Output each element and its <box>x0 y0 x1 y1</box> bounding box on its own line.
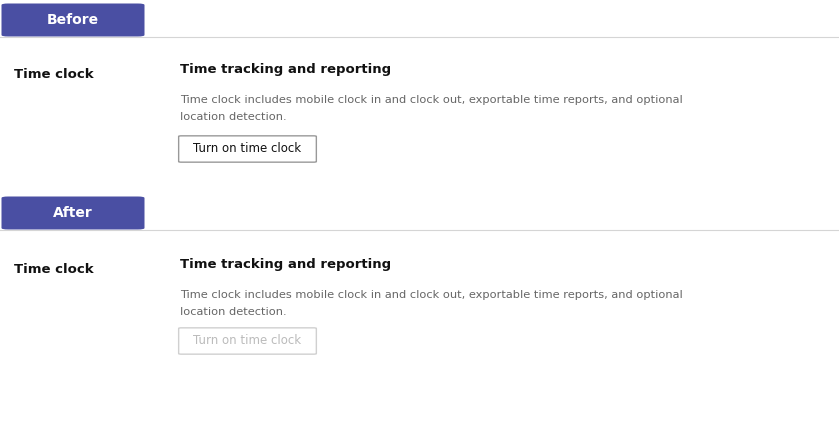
Text: location detection.: location detection. <box>180 307 287 317</box>
Text: After: After <box>53 206 93 220</box>
FancyBboxPatch shape <box>179 328 316 354</box>
Text: Before: Before <box>47 13 99 27</box>
FancyBboxPatch shape <box>2 197 144 230</box>
Text: Turn on time clock: Turn on time clock <box>194 143 301 156</box>
Text: Time clock includes mobile clock in and clock out, exportable time reports, and : Time clock includes mobile clock in and … <box>180 95 683 105</box>
Text: Time tracking and reporting: Time tracking and reporting <box>180 63 391 76</box>
Text: Time clock: Time clock <box>14 68 94 81</box>
Text: Turn on time clock: Turn on time clock <box>194 335 301 348</box>
Text: location detection.: location detection. <box>180 112 287 122</box>
Text: Time tracking and reporting: Time tracking and reporting <box>180 258 391 271</box>
Text: Time clock: Time clock <box>14 263 94 276</box>
FancyBboxPatch shape <box>179 136 316 162</box>
Text: Time clock includes mobile clock in and clock out, exportable time reports, and : Time clock includes mobile clock in and … <box>180 290 683 300</box>
FancyBboxPatch shape <box>2 3 144 36</box>
